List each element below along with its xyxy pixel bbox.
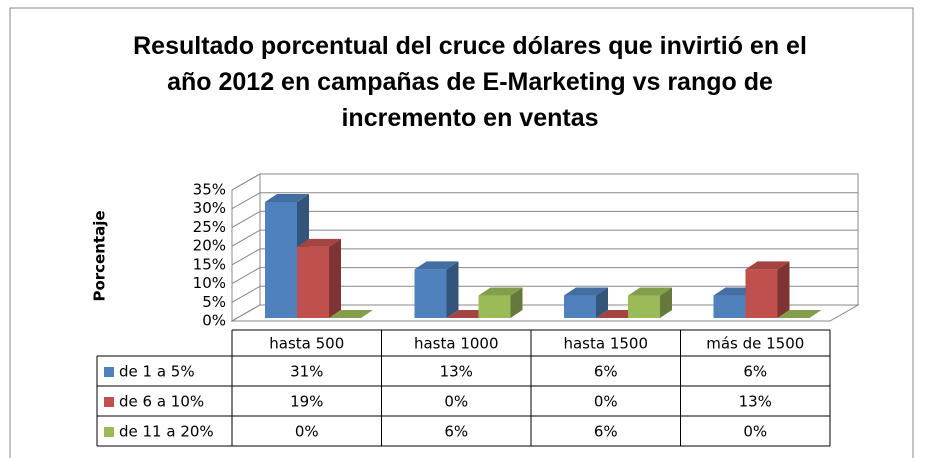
grid-line bbox=[231, 173, 261, 191]
bar-side bbox=[660, 287, 672, 318]
bar-top bbox=[265, 193, 309, 202]
y-axis-label: Porcentaje bbox=[91, 210, 109, 301]
grid-line bbox=[231, 248, 261, 266]
bar bbox=[564, 295, 596, 318]
y-tick-label: 10% bbox=[193, 274, 226, 292]
bar-top bbox=[329, 310, 373, 318]
grid-line bbox=[231, 304, 261, 322]
bar bbox=[628, 295, 660, 318]
bar-side bbox=[777, 261, 790, 318]
bar bbox=[478, 295, 511, 318]
y-tick-label: 20% bbox=[193, 237, 226, 255]
legend-label: de 6 a 10% bbox=[119, 393, 204, 411]
value-label: 19% bbox=[290, 393, 323, 411]
x-tick-label: hasta 1500 bbox=[563, 335, 648, 353]
grid-line bbox=[231, 192, 261, 210]
bar-top bbox=[564, 287, 608, 296]
value-label: 0% bbox=[594, 393, 618, 411]
value-label: 0% bbox=[295, 423, 319, 441]
bar-top bbox=[745, 261, 790, 270]
grid-line bbox=[231, 285, 261, 303]
value-label: 0% bbox=[444, 393, 468, 411]
y-tick-label: 30% bbox=[193, 199, 226, 217]
y-tick-label: 25% bbox=[193, 218, 226, 236]
bar-top bbox=[414, 261, 459, 270]
bar-top bbox=[297, 238, 341, 247]
value-label: 13% bbox=[739, 393, 772, 411]
value-label: 31% bbox=[290, 363, 323, 381]
chart-title: Resultado porcentual del cruce dólares q… bbox=[133, 32, 807, 132]
legend-label: de 11 a 20% bbox=[119, 423, 214, 441]
bar bbox=[713, 295, 746, 318]
grid-line bbox=[231, 229, 261, 247]
value-label: 0% bbox=[743, 423, 767, 441]
x-tick-label: hasta 500 bbox=[269, 335, 344, 353]
bar-side bbox=[329, 238, 341, 318]
bar-top bbox=[478, 287, 523, 296]
y-tick-label: 5% bbox=[202, 293, 226, 311]
value-label: 6% bbox=[594, 363, 618, 381]
y-tick-label: 0% bbox=[202, 312, 226, 330]
legend-swatch bbox=[104, 367, 114, 377]
legend-swatch bbox=[104, 397, 114, 407]
legend-swatch bbox=[104, 427, 114, 437]
bar-top bbox=[628, 287, 672, 296]
bar-top bbox=[777, 310, 822, 318]
value-label: 6% bbox=[444, 423, 468, 441]
value-label: 6% bbox=[594, 423, 618, 441]
bar-side bbox=[446, 261, 459, 318]
x-tick-label: hasta 1000 bbox=[414, 335, 499, 353]
bar-side bbox=[510, 287, 523, 318]
value-label: 13% bbox=[440, 363, 473, 381]
bar bbox=[297, 246, 329, 318]
bar bbox=[745, 269, 778, 318]
legend-label: de 1 a 5% bbox=[119, 363, 195, 381]
grid-line bbox=[231, 210, 261, 228]
value-label: 6% bbox=[743, 363, 767, 381]
bar bbox=[265, 201, 297, 318]
y-tick-label: 15% bbox=[193, 255, 226, 273]
y-tick-label: 35% bbox=[193, 181, 226, 199]
grid-line bbox=[231, 267, 261, 285]
bar bbox=[414, 269, 447, 318]
chart-frame bbox=[9, 7, 914, 458]
bar-side bbox=[596, 287, 608, 318]
side-wall bbox=[231, 173, 261, 322]
x-tick-label: más de 1500 bbox=[706, 335, 804, 353]
